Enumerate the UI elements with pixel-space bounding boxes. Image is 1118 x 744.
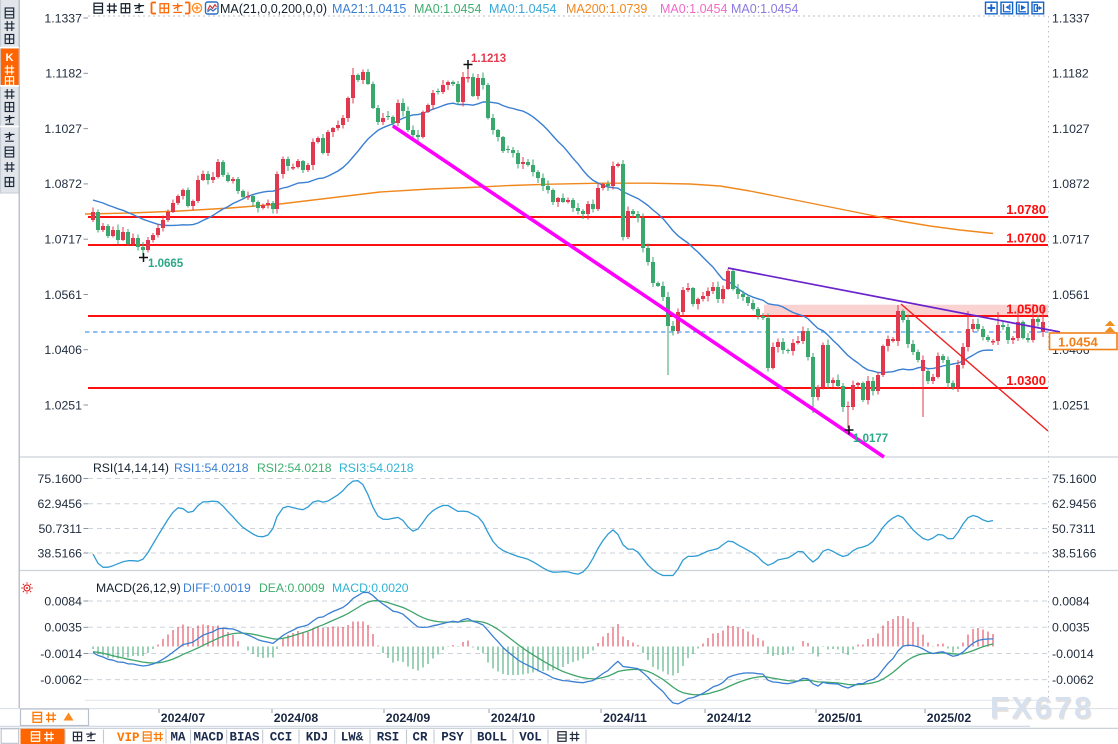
svg-text:1.0665: 1.0665: [148, 258, 184, 270]
svg-text:2024/12: 2024/12: [707, 711, 752, 725]
svg-text:1.0251: 1.0251: [1052, 398, 1090, 412]
svg-text:RSI3:54.0218: RSI3:54.0218: [339, 461, 414, 475]
svg-text:1.0561: 1.0561: [1052, 288, 1090, 302]
svg-text:-0.0014: -0.0014: [40, 647, 82, 661]
svg-text:RSI: RSI: [377, 731, 400, 744]
svg-text:MA: MA: [170, 731, 186, 744]
svg-text:2024/07: 2024/07: [161, 711, 206, 725]
svg-text:75.1600: 75.1600: [38, 472, 83, 486]
svg-text:1.0872: 1.0872: [44, 177, 82, 191]
svg-text:1.0872: 1.0872: [1052, 177, 1090, 191]
svg-text:50.7311: 50.7311: [1052, 522, 1096, 536]
svg-text:0.0035: 0.0035: [1052, 621, 1090, 635]
svg-text:FX678: FX678: [990, 690, 1094, 725]
svg-text:2024/09: 2024/09: [386, 711, 431, 725]
svg-text:1.1027: 1.1027: [44, 122, 82, 136]
svg-text:1.1337: 1.1337: [1052, 11, 1090, 25]
svg-text:1.1337: 1.1337: [44, 11, 82, 25]
svg-text:2025/01: 2025/01: [818, 711, 863, 725]
svg-text:MA21:1.0415: MA21:1.0415: [332, 2, 406, 16]
svg-text:2024/10: 2024/10: [491, 711, 536, 725]
svg-text:0.0084: 0.0084: [1052, 594, 1090, 608]
svg-text:75.1600: 75.1600: [1052, 472, 1097, 486]
svg-text:KDJ: KDJ: [306, 731, 329, 744]
svg-text:MA0:1.0454: MA0:1.0454: [731, 2, 798, 16]
svg-text:1.0177: 1.0177: [853, 433, 888, 445]
svg-text:1.0700: 1.0700: [1006, 230, 1046, 245]
svg-text:MA0:1.0454: MA0:1.0454: [489, 2, 556, 16]
svg-text:1.0406: 1.0406: [44, 343, 82, 357]
svg-text:1.1213: 1.1213: [471, 53, 506, 65]
svg-text:PSY: PSY: [441, 731, 464, 744]
svg-text:MACD:0.0020: MACD:0.0020: [332, 581, 409, 595]
svg-text:RSI2:54.0218: RSI2:54.0218: [257, 461, 332, 475]
svg-text:BIAS: BIAS: [229, 731, 260, 744]
svg-text:62.9456: 62.9456: [1052, 497, 1097, 511]
svg-text:MA0:1.0454: MA0:1.0454: [660, 2, 727, 16]
svg-text:1.0251: 1.0251: [44, 398, 82, 412]
svg-text:BOLL: BOLL: [477, 731, 507, 744]
svg-text:CR: CR: [412, 731, 428, 744]
svg-text:MA200:1.0739: MA200:1.0739: [566, 2, 647, 16]
svg-text:-0.0062: -0.0062: [40, 673, 82, 687]
svg-text:MACD(26,12,9): MACD(26,12,9): [96, 581, 181, 595]
svg-text:CCI: CCI: [270, 731, 293, 744]
svg-text:1.1182: 1.1182: [45, 67, 82, 81]
svg-text:1.1182: 1.1182: [1052, 67, 1089, 81]
svg-text:38.5166: 38.5166: [38, 546, 83, 560]
svg-text:1.0780: 1.0780: [1006, 202, 1046, 217]
svg-text:DEA:0.0009: DEA:0.0009: [259, 581, 325, 595]
svg-text:K: K: [6, 52, 14, 64]
svg-text:50.7311: 50.7311: [38, 522, 82, 536]
svg-text:38.5166: 38.5166: [1052, 546, 1097, 560]
svg-text:LW&: LW&: [341, 731, 364, 744]
svg-text:1.0500: 1.0500: [1006, 302, 1046, 317]
svg-text:1.0717: 1.0717: [1052, 233, 1090, 247]
svg-text:1.1027: 1.1027: [1052, 122, 1090, 136]
svg-text:VIP: VIP: [117, 731, 140, 744]
svg-text:0.0035: 0.0035: [44, 621, 82, 635]
svg-text:RSI1:54.0218: RSI1:54.0218: [174, 461, 249, 475]
svg-text:RSI(14,14,14): RSI(14,14,14): [93, 461, 169, 475]
svg-text:62.9456: 62.9456: [38, 497, 83, 511]
svg-text:2025/02: 2025/02: [927, 711, 972, 725]
svg-text:1.0454: 1.0454: [1058, 334, 1099, 349]
svg-text:DIFF:0.0019: DIFF:0.0019: [183, 581, 251, 595]
svg-text:-0.0014: -0.0014: [1052, 647, 1094, 661]
svg-text:-0.0062: -0.0062: [1052, 673, 1094, 687]
svg-text:0.0084: 0.0084: [44, 594, 82, 608]
svg-text:2024/11: 2024/11: [603, 711, 647, 725]
svg-text:MA0:1.0454: MA0:1.0454: [414, 2, 481, 16]
svg-text:1.0717: 1.0717: [44, 233, 82, 247]
svg-text:1.0561: 1.0561: [44, 288, 82, 302]
svg-text:MACD: MACD: [193, 731, 224, 744]
svg-text:1.0300: 1.0300: [1006, 373, 1046, 388]
svg-text:MA(21,0,0,200,0,0): MA(21,0,0,200,0,0): [220, 2, 327, 16]
svg-text:2024/08: 2024/08: [274, 711, 319, 725]
svg-text:FX678: FX678: [991, 692, 1095, 727]
svg-text:VOL: VOL: [519, 731, 542, 744]
